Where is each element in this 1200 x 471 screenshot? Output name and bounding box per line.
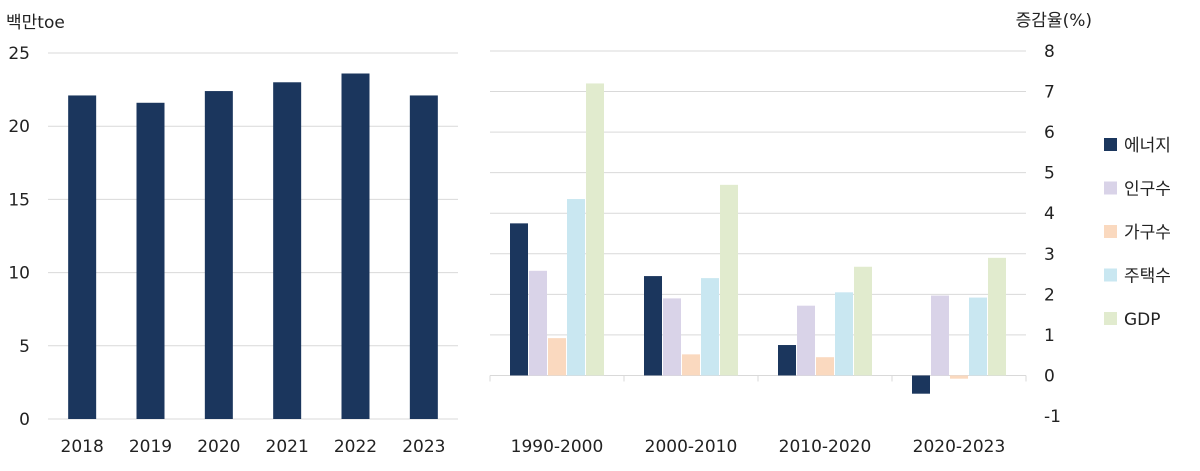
bar xyxy=(273,82,302,419)
bar xyxy=(510,223,528,376)
bar xyxy=(854,266,872,376)
bar xyxy=(548,338,566,376)
y-tick-label: 6 xyxy=(1044,123,1055,143)
y-tick-label: 3 xyxy=(1044,245,1055,265)
x-tick-label: 2018 xyxy=(61,437,104,457)
right-chart: -1 0 1 2 3 4 5 6 7 8 1990-2000 2000-2010 2010-2020 20… xyxy=(489,42,1061,457)
x-tick-label: 2010-2020 xyxy=(779,437,872,457)
legend-swatch xyxy=(1104,312,1117,325)
legend-swatch xyxy=(1104,181,1117,195)
bar xyxy=(644,276,662,376)
bar xyxy=(136,102,165,419)
y-tick-label: 4 xyxy=(1044,204,1055,224)
bar xyxy=(720,184,738,376)
y-tick-label: 25 xyxy=(8,44,30,64)
bar xyxy=(567,199,585,376)
bar xyxy=(529,270,547,376)
y-tick-label: 15 xyxy=(8,190,30,210)
x-tick-label: 2021 xyxy=(266,437,309,457)
y-tick-label: 0 xyxy=(19,410,30,430)
left-chart: 0 5 10 15 20 25 2018 2019 2020 2021 2022 2023 xyxy=(8,44,458,457)
x-tick-label: 2000-2010 xyxy=(645,437,738,457)
bar xyxy=(912,375,930,394)
bar xyxy=(68,95,97,420)
legend-label: 인구수 xyxy=(1124,180,1171,200)
bar xyxy=(950,375,968,379)
y-tick-label: 7 xyxy=(1044,83,1055,103)
y-tick-label: 5 xyxy=(1044,164,1055,184)
bar xyxy=(931,295,949,376)
x-tick-label: 2022 xyxy=(334,437,377,457)
x-tick-label: 2020-2023 xyxy=(913,437,1006,457)
x-tick-label: 1990-2000 xyxy=(511,437,604,457)
bar xyxy=(701,278,719,376)
bar xyxy=(988,257,1006,376)
legend-label: 주택수 xyxy=(1124,267,1171,287)
bar xyxy=(204,91,233,420)
y-tick-label: 8 xyxy=(1044,42,1055,62)
bar xyxy=(969,297,987,376)
bar xyxy=(682,354,700,376)
y-tick-label: -1 xyxy=(1044,407,1061,427)
legend-label: GDP xyxy=(1124,310,1161,330)
bar xyxy=(586,83,604,376)
bar xyxy=(797,305,815,376)
y-tick-label: 10 xyxy=(8,264,30,284)
x-tick-label: 2023 xyxy=(402,437,445,457)
bar xyxy=(663,298,681,376)
bar xyxy=(778,345,796,376)
legend-label: 가구수 xyxy=(1124,223,1171,243)
bar xyxy=(835,292,853,376)
y-tick-label: 20 xyxy=(8,117,30,137)
left-chart-unit-label: 백만toe xyxy=(6,13,65,33)
bar xyxy=(816,357,834,376)
legend-swatch xyxy=(1104,268,1117,282)
x-tick-label: 2019 xyxy=(129,437,172,457)
y-tick-label: 1 xyxy=(1044,326,1055,346)
bar xyxy=(409,95,438,420)
bar xyxy=(341,73,370,419)
y-tick-label: 0 xyxy=(1044,366,1055,386)
legend-swatch xyxy=(1104,225,1117,238)
y-tick-label: 5 xyxy=(19,337,30,357)
x-tick-label: 2020 xyxy=(197,437,240,457)
legend-swatch xyxy=(1104,138,1117,151)
y-tick-label: 2 xyxy=(1044,285,1055,305)
right-chart-unit-label: 증감율(%) xyxy=(1016,11,1092,31)
legend-label: 에너지 xyxy=(1124,136,1171,156)
